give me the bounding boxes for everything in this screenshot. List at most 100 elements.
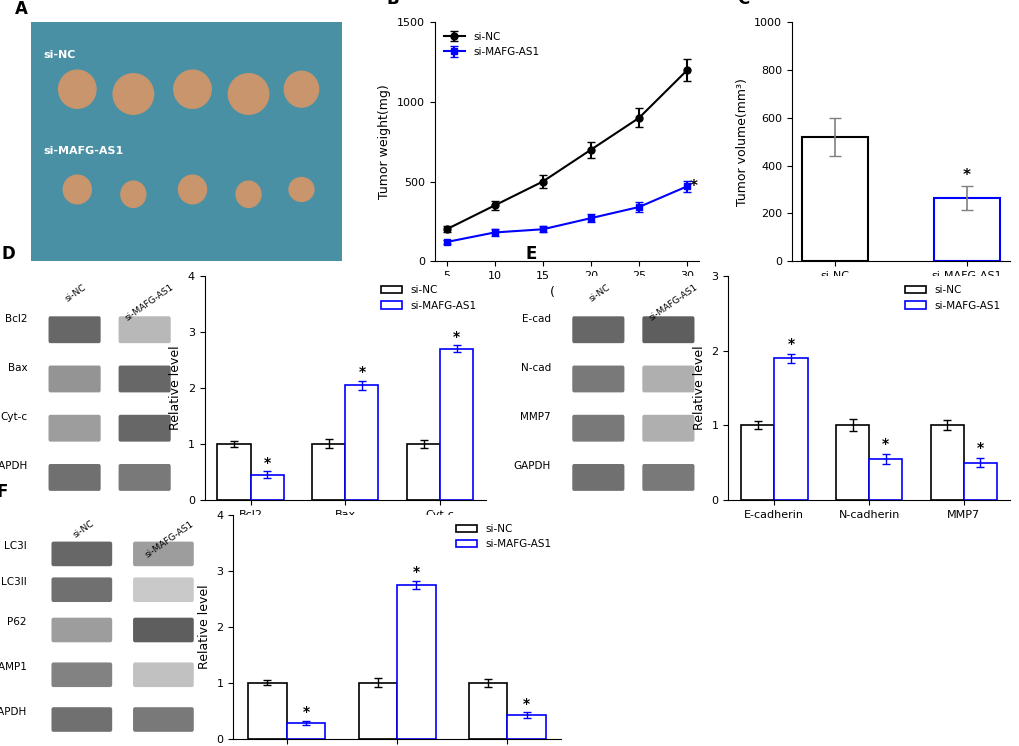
- FancyBboxPatch shape: [572, 316, 624, 343]
- Ellipse shape: [58, 70, 96, 108]
- Text: GAPDH: GAPDH: [514, 461, 550, 471]
- Bar: [773, 358, 807, 500]
- Y-axis label: Relative level: Relative level: [169, 345, 182, 430]
- Legend: si-NC, si-MAFG-AS1: si-NC, si-MAFG-AS1: [377, 281, 480, 315]
- Text: si-NC: si-NC: [587, 283, 611, 304]
- Text: si-MAFG-AS1: si-MAFG-AS1: [43, 145, 123, 156]
- Y-axis label: Relative level: Relative level: [198, 584, 211, 669]
- Text: *: *: [976, 441, 983, 455]
- Text: si-NC: si-NC: [64, 283, 89, 304]
- Text: *: *: [962, 168, 970, 183]
- Text: A: A: [15, 0, 28, 18]
- Ellipse shape: [288, 178, 314, 201]
- Bar: [801, 137, 867, 261]
- Text: *: *: [452, 330, 460, 344]
- X-axis label: (Day): (Day): [549, 286, 584, 299]
- Text: *: *: [787, 336, 794, 351]
- Ellipse shape: [284, 72, 318, 107]
- Text: si-MAFG-AS1: si-MAFG-AS1: [123, 283, 175, 323]
- Text: Bax: Bax: [8, 363, 28, 373]
- Text: B: B: [386, 0, 399, 8]
- FancyBboxPatch shape: [51, 542, 112, 566]
- Bar: [469, 683, 507, 739]
- Bar: [933, 198, 999, 261]
- FancyBboxPatch shape: [642, 316, 694, 343]
- FancyBboxPatch shape: [132, 577, 194, 602]
- Bar: [358, 683, 396, 739]
- FancyBboxPatch shape: [51, 707, 112, 732]
- Text: si-MAFG-AS1: si-MAFG-AS1: [143, 519, 195, 560]
- Y-axis label: Relative level: Relative level: [692, 345, 705, 430]
- FancyBboxPatch shape: [572, 464, 624, 491]
- Bar: [407, 444, 439, 500]
- Legend: si-NC, si-MAFG-AS1: si-NC, si-MAFG-AS1: [900, 281, 1004, 315]
- Text: *: *: [303, 705, 310, 719]
- FancyBboxPatch shape: [132, 618, 194, 642]
- Text: F: F: [0, 483, 8, 501]
- Text: *: *: [358, 366, 365, 379]
- FancyBboxPatch shape: [118, 415, 170, 442]
- Bar: [248, 683, 286, 739]
- Text: *: *: [523, 697, 530, 711]
- Bar: [963, 463, 996, 500]
- Ellipse shape: [173, 70, 211, 108]
- Ellipse shape: [121, 181, 146, 207]
- FancyBboxPatch shape: [132, 707, 194, 732]
- Text: si-NC: si-NC: [71, 519, 96, 540]
- Bar: [439, 349, 473, 500]
- Text: N-cad: N-cad: [521, 363, 550, 373]
- FancyBboxPatch shape: [572, 415, 624, 442]
- Bar: [217, 444, 251, 500]
- Text: Cyt-c: Cyt-c: [0, 412, 28, 422]
- Bar: [312, 444, 345, 500]
- FancyBboxPatch shape: [51, 662, 112, 687]
- Text: P62: P62: [7, 617, 26, 627]
- Text: LC3II: LC3II: [1, 577, 26, 587]
- FancyBboxPatch shape: [49, 415, 101, 442]
- Text: *: *: [413, 565, 420, 580]
- Ellipse shape: [228, 74, 269, 114]
- Text: LC3I: LC3I: [4, 541, 26, 551]
- Text: E: E: [525, 245, 536, 263]
- FancyBboxPatch shape: [642, 464, 694, 491]
- FancyBboxPatch shape: [49, 316, 101, 343]
- Legend: si-NC, si-MAFG-AS1: si-NC, si-MAFG-AS1: [451, 520, 555, 554]
- FancyBboxPatch shape: [51, 618, 112, 642]
- Bar: [507, 715, 545, 739]
- Bar: [345, 385, 378, 500]
- FancyBboxPatch shape: [118, 316, 170, 343]
- Text: MMP7: MMP7: [520, 412, 550, 422]
- Text: GAPDH: GAPDH: [0, 461, 28, 471]
- Text: *: *: [263, 456, 270, 470]
- Ellipse shape: [63, 175, 92, 204]
- Bar: [251, 474, 283, 500]
- FancyBboxPatch shape: [118, 366, 170, 392]
- FancyBboxPatch shape: [51, 577, 112, 602]
- Text: Bcl2: Bcl2: [5, 313, 28, 324]
- Bar: [868, 459, 902, 500]
- Text: D: D: [1, 245, 15, 263]
- FancyBboxPatch shape: [49, 464, 101, 491]
- FancyBboxPatch shape: [642, 415, 694, 442]
- FancyBboxPatch shape: [49, 366, 101, 392]
- FancyBboxPatch shape: [118, 464, 170, 491]
- Ellipse shape: [113, 74, 154, 114]
- Bar: [286, 723, 325, 739]
- Bar: [836, 425, 868, 500]
- Y-axis label: Tumor volume(mm³): Tumor volume(mm³): [735, 78, 748, 206]
- Text: *: *: [881, 436, 889, 451]
- Y-axis label: Tumor weight(mg): Tumor weight(mg): [378, 84, 391, 199]
- Bar: [396, 585, 435, 739]
- Text: si-NC: si-NC: [43, 50, 75, 60]
- Ellipse shape: [178, 175, 206, 204]
- Text: *: *: [690, 179, 697, 194]
- Text: LAMP1: LAMP1: [0, 662, 26, 672]
- Legend: si-NC, si-MAFG-AS1: si-NC, si-MAFG-AS1: [439, 28, 543, 61]
- Text: GAPDH: GAPDH: [0, 706, 26, 717]
- Text: si-MAFG-AS1: si-MAFG-AS1: [647, 283, 699, 323]
- Ellipse shape: [235, 181, 261, 207]
- FancyBboxPatch shape: [572, 366, 624, 392]
- Bar: [929, 425, 963, 500]
- Text: E-cad: E-cad: [522, 313, 550, 324]
- Text: C: C: [737, 0, 749, 8]
